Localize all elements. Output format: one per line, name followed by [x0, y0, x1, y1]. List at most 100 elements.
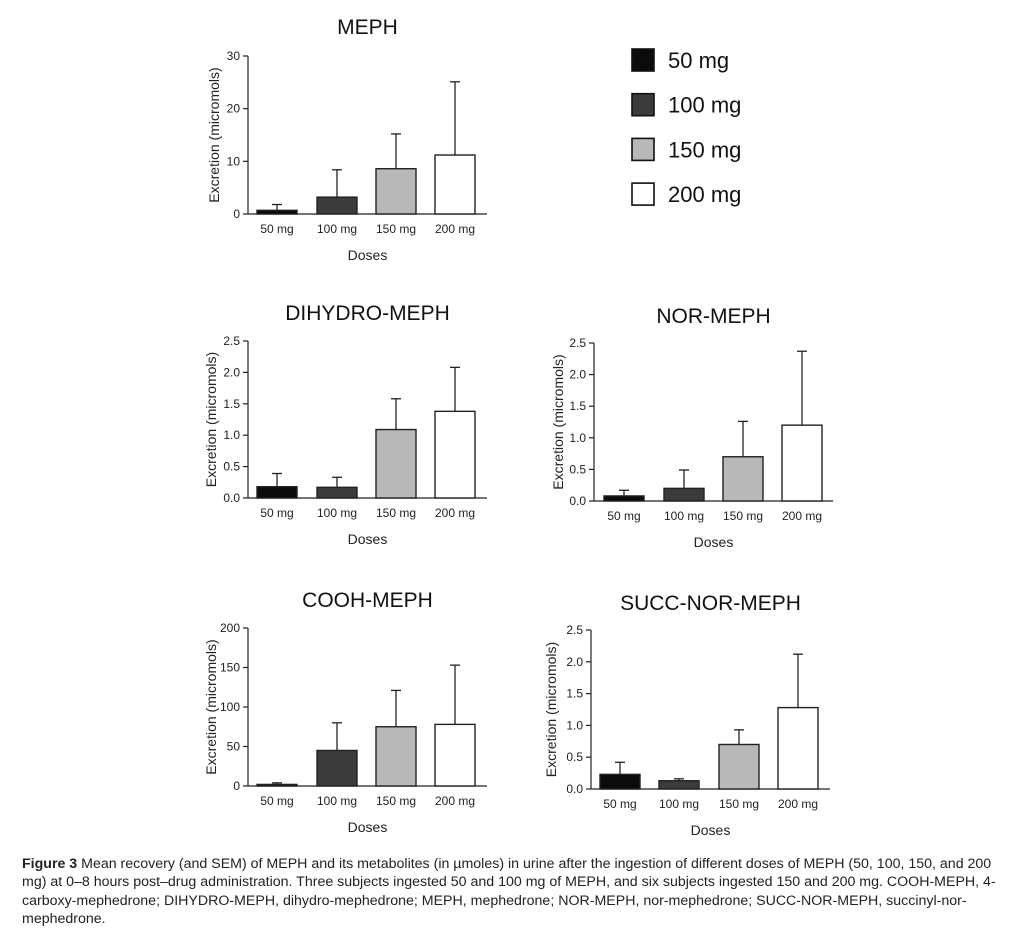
legend-label: 200 mg	[668, 182, 741, 207]
y-tick-label: 0.0	[569, 494, 586, 508]
x-tick-label: 100 mg	[659, 797, 699, 811]
legend-label: 150 mg	[668, 137, 741, 162]
x-tick-label: 150 mg	[376, 794, 416, 808]
bar	[777, 706, 819, 790]
x-axis-label: Doses	[348, 819, 388, 835]
x-tick-label: 200 mg	[435, 506, 475, 520]
bar	[434, 154, 476, 215]
bar	[663, 487, 705, 502]
x-tick-label: 50 mg	[607, 509, 640, 523]
x-tick-label: 100 mg	[664, 509, 704, 523]
y-tick-label: 2.0	[569, 368, 586, 382]
legend-swatch	[631, 137, 655, 162]
y-tick-label: 0.0	[566, 782, 583, 796]
bar	[658, 780, 700, 790]
bar	[434, 410, 476, 499]
y-tick-label: 1.5	[223, 397, 240, 411]
bar	[256, 783, 298, 787]
x-tick-label: 150 mg	[723, 509, 763, 523]
y-tick-label: 0	[233, 779, 240, 793]
bar	[375, 168, 417, 215]
x-tick-label: 50 mg	[260, 506, 293, 520]
y-tick-label: 30	[227, 49, 241, 63]
legend-label: 100 mg	[668, 93, 741, 118]
chart-panel: MEPH 0 10 20 30 Excretion (micromols) 50 mg 100…	[206, 16, 487, 263]
bar	[316, 196, 358, 215]
y-tick-label: 0	[233, 207, 240, 221]
legend-swatch	[631, 48, 655, 72]
y-tick-label: 2.5	[566, 623, 583, 637]
y-tick-label: 2.5	[223, 334, 240, 348]
legend-swatch	[631, 182, 655, 206]
y-tick-label: 2.0	[566, 655, 583, 669]
y-tick-label: 0.5	[223, 460, 240, 474]
y-tick-label: 200	[220, 621, 240, 635]
y-tick-label: 2.5	[569, 336, 586, 350]
bar	[599, 773, 641, 790]
chart-title: SUCC-NOR-MEPH	[620, 592, 801, 615]
x-tick-label: 100 mg	[317, 222, 357, 236]
y-tick-label: 0.5	[569, 462, 586, 476]
bar	[603, 495, 645, 502]
caption-label: Figure 3	[22, 856, 78, 872]
y-tick-label: 1.0	[566, 718, 583, 732]
x-tick-label: 50 mg	[260, 222, 293, 236]
figure-canvas: MEPH 0 10 20 30 Excretion (micromols) 50 mg 100…	[203, 16, 833, 838]
y-tick-label: 1.0	[569, 431, 586, 445]
bar	[375, 726, 417, 787]
x-tick-label: 150 mg	[376, 222, 416, 236]
chart-title: DIHYDRO-MEPH	[285, 302, 450, 325]
y-axis-label: Excretion (micromols)	[550, 354, 566, 489]
chart-title: NOR-MEPH	[656, 305, 770, 328]
legend: 50 mg 100 mg 150 mg 200 mg	[631, 48, 741, 207]
x-tick-label: 200 mg	[778, 797, 818, 811]
y-tick-label: 1.5	[569, 399, 586, 413]
y-axis-label: Excretion (micromols)	[203, 639, 219, 774]
bar	[256, 485, 298, 499]
bar	[781, 424, 823, 502]
x-tick-label: 200 mg	[435, 222, 475, 236]
x-tick-label: 150 mg	[376, 506, 416, 520]
x-tick-label: 100 mg	[317, 506, 357, 520]
legend-label: 50 mg	[668, 48, 729, 73]
bar	[316, 486, 358, 499]
chart-title: MEPH	[337, 16, 398, 39]
caption-text: Mean recovery (and SEM) of MEPH and its …	[22, 856, 996, 928]
bar	[256, 209, 298, 215]
y-axis-label: Excretion (micromols)	[206, 67, 222, 202]
x-tick-label: 200 mg	[435, 794, 475, 808]
x-tick-label: 50 mg	[260, 794, 293, 808]
y-tick-label: 0.0	[223, 491, 240, 505]
bar	[316, 749, 358, 787]
bar	[434, 723, 476, 787]
x-axis-label: Doses	[691, 822, 731, 838]
y-tick-label: 10	[227, 154, 241, 168]
y-tick-label: 150	[220, 661, 240, 675]
x-axis-label: Doses	[348, 531, 388, 547]
y-tick-label: 2.0	[223, 365, 240, 379]
y-axis-label: Excretion (micromols)	[543, 642, 559, 777]
x-tick-label: 100 mg	[317, 794, 357, 808]
x-axis-label: Doses	[694, 534, 734, 550]
chart-panel: DIHYDRO-MEPH 0.0 0.5 1.0 1.5 2.0 2.5 Excretion …	[203, 302, 487, 547]
y-tick-label: 20	[227, 102, 241, 116]
y-axis-label: Excretion (micromols)	[203, 352, 219, 487]
chart-panel: SUCC-NOR-MEPH 0.0 0.5 1.0 1.5 2.0 2.5 Excretion…	[543, 592, 830, 838]
x-tick-label: 200 mg	[782, 509, 822, 523]
x-axis-label: Doses	[348, 247, 388, 263]
bar	[375, 428, 417, 499]
legend-swatch	[631, 92, 655, 117]
y-tick-label: 1.0	[223, 428, 240, 442]
figure-caption: Figure 3 Mean recovery (and SEM) of MEPH…	[22, 855, 1007, 929]
y-tick-label: 100	[220, 700, 240, 714]
y-tick-label: 0.5	[566, 750, 583, 764]
x-tick-label: 150 mg	[719, 797, 759, 811]
bar	[718, 743, 760, 790]
y-tick-label: 50	[227, 740, 241, 754]
chart-title: COOH-MEPH	[302, 589, 433, 612]
y-tick-label: 1.5	[566, 687, 583, 701]
bar	[722, 456, 764, 502]
x-tick-label: 50 mg	[603, 797, 636, 811]
